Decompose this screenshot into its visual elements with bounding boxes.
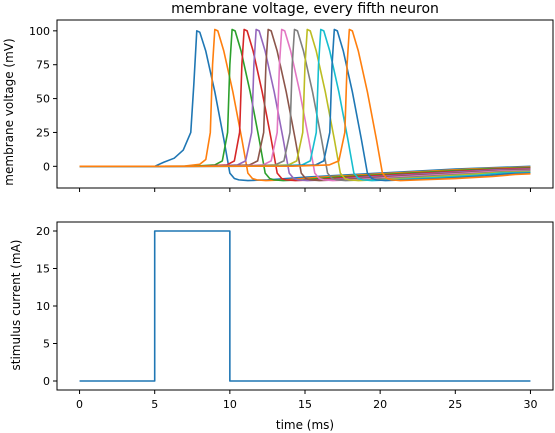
voltage-series-line-5 (79, 28, 531, 182)
current-y-tick-label: 10 (36, 300, 50, 313)
current-x-tick-label: 20 (373, 398, 387, 411)
current-x-axis-label: time (ms) (276, 418, 334, 432)
current-plot-area (79, 230, 531, 382)
current-y-axis-label: stimulus current (mA) (9, 240, 23, 371)
voltage-series-line-7 (79, 28, 531, 182)
current-x-tick-label: 15 (298, 398, 312, 411)
current-x-tick-label: 30 (523, 398, 537, 411)
voltage-chart: 0 25 50 75 100 (29, 19, 554, 192)
current-x-tick-label: 25 (448, 398, 462, 411)
voltage-chart-title: membrane voltage, every fifth neuron (171, 1, 439, 17)
voltage-y-tick-label: 0 (43, 160, 50, 173)
voltage-y-tick-label: 25 (36, 126, 50, 139)
current-x-tick-label: 5 (151, 398, 158, 411)
voltage-series-line-2 (79, 28, 531, 182)
current-y-ticks: 0 5 10 15 20 (36, 225, 57, 388)
voltage-y-tick-label: 100 (29, 25, 50, 38)
voltage-y-tick-label: 50 (36, 93, 50, 106)
current-x-tick-label: 10 (223, 398, 237, 411)
voltage-y-axis-label: membrane voltage (mV) (2, 38, 16, 185)
voltage-series-line-8 (79, 28, 531, 182)
voltage-y-ticks: 0 25 50 75 100 (29, 25, 57, 173)
current-y-tick-label: 0 (43, 375, 50, 388)
voltage-x-ticks (79, 188, 531, 192)
voltage-series-line-3 (79, 28, 531, 182)
voltage-series-line-4 (79, 28, 531, 182)
voltage-series-line-12 (79, 28, 531, 182)
current-series-line-1 (79, 230, 531, 382)
current-x-ticks: 0 5 10 15 20 25 30 (76, 390, 537, 411)
voltage-series-line-10 (79, 28, 531, 182)
voltage-plot-area (79, 28, 531, 182)
current-y-tick-label: 20 (36, 225, 50, 238)
current-y-tick-label: 15 (36, 263, 50, 276)
voltage-y-tick-label: 75 (36, 59, 50, 72)
current-chart: 0 5 10 15 20 25 30 0 5 10 15 20 (36, 221, 554, 411)
current-x-tick-label: 0 (76, 398, 83, 411)
current-y-tick-label: 5 (43, 338, 50, 351)
voltage-series-line-6 (79, 28, 531, 182)
